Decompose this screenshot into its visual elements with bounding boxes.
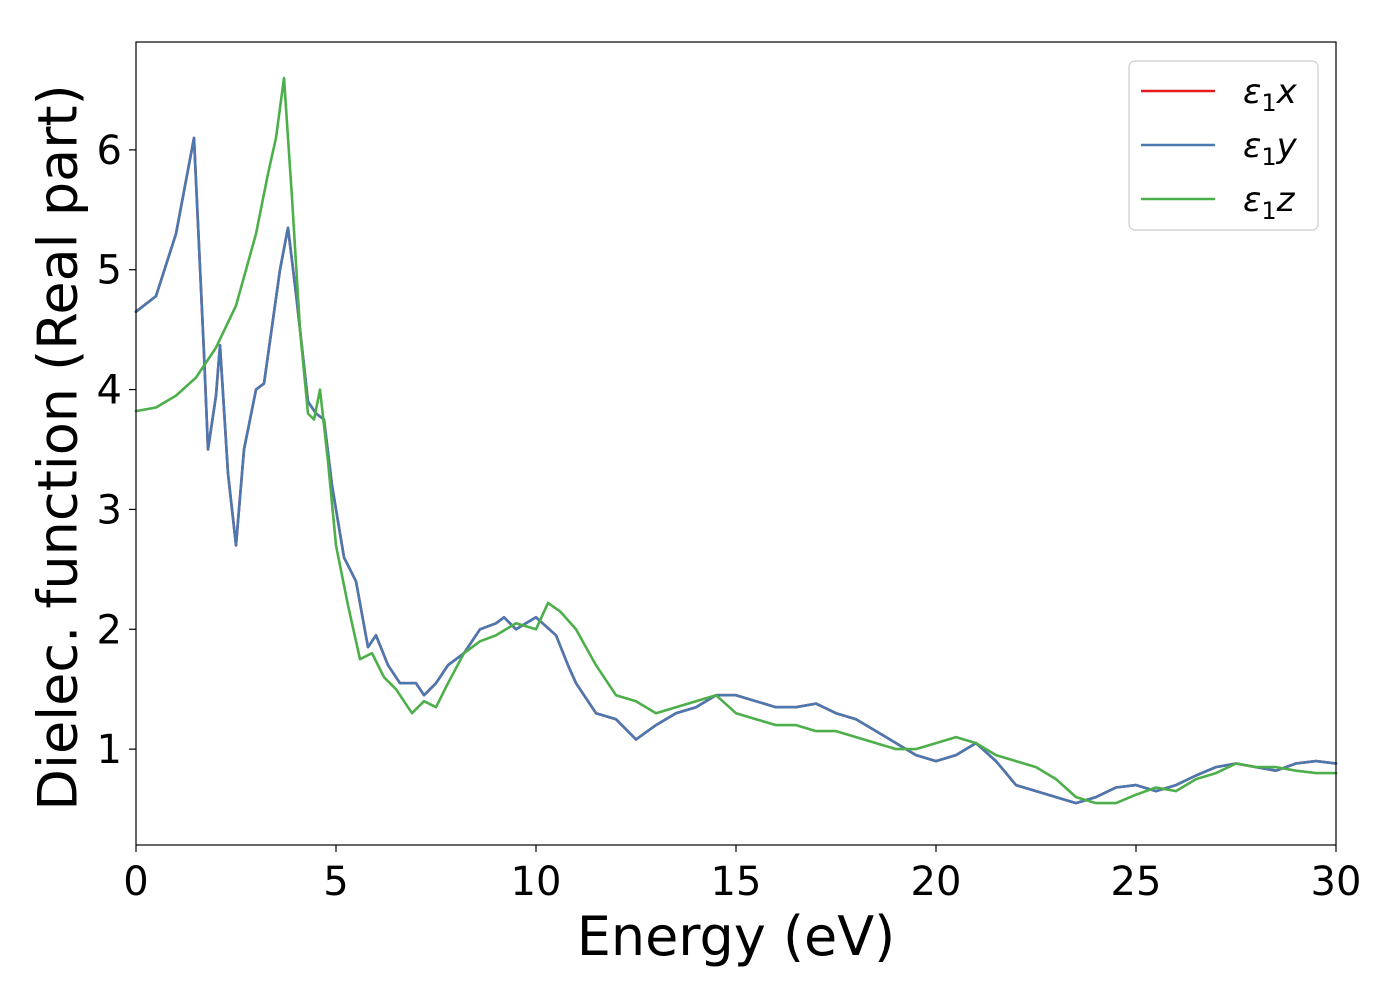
legend-label-z: ε1z — [1243, 180, 1296, 225]
y-tick-label: 1 — [97, 727, 122, 773]
y-tick-label: 2 — [97, 607, 122, 653]
x-tick-label: 0 — [123, 859, 148, 905]
tick-layer: 0 5 10 15 20 25 30 1 2 3 4 5 6 — [97, 128, 1362, 905]
x-tick-label: 10 — [511, 859, 562, 905]
y-axis-title: Dielec. function (Real part) — [27, 84, 90, 810]
x-tick-label: 25 — [1111, 859, 1162, 905]
y-tick-label: 4 — [97, 368, 122, 414]
x-tick-label: 15 — [711, 859, 762, 905]
series-line-y — [134, 136, 1338, 805]
y-tick-label: 3 — [97, 487, 122, 533]
y-tick-label: 6 — [97, 128, 122, 174]
y-tick-label: 5 — [97, 248, 122, 294]
series-layer — [134, 76, 1338, 805]
legend-label-y: ε1y — [1243, 126, 1298, 171]
x-tick-label: 5 — [323, 859, 348, 905]
legend-box — [1128, 60, 1319, 231]
legend-label-x: ε1x — [1243, 72, 1298, 117]
x-axis-title: Energy (eV) — [577, 905, 896, 968]
series-line-z — [134, 76, 1338, 805]
legend: ε1x ε1y ε1z — [1128, 60, 1319, 231]
x-tick-label: 20 — [911, 859, 962, 905]
x-tick-label: 30 — [1311, 859, 1362, 905]
